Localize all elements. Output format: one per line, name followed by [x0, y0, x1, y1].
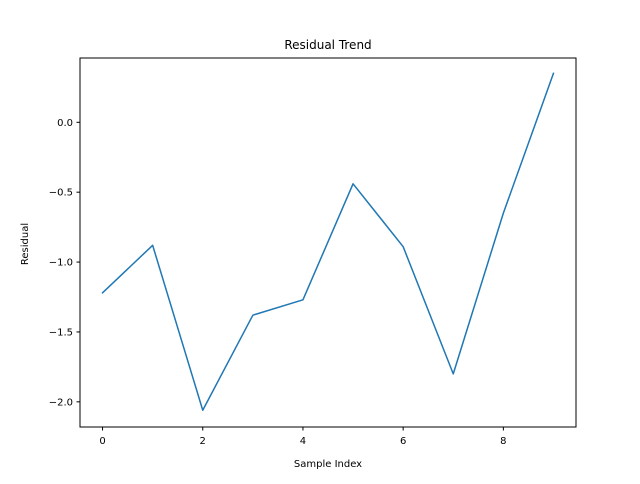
x-axis-label: Sample Index [294, 459, 362, 470]
chart-title: Residual Trend [284, 38, 371, 52]
y-tick-label: −1.0 [49, 258, 73, 269]
y-tick-label: −2.0 [49, 397, 73, 408]
plot-area [101, 72, 555, 411]
y-axis-label: Residual [20, 223, 31, 265]
y-tick-label: −1.5 [49, 327, 73, 338]
x-tick-label: 0 [99, 436, 105, 447]
y-tick-label: 0.0 [57, 118, 73, 129]
x-tick-label: 6 [400, 436, 406, 447]
y-tick-label: −0.5 [49, 188, 73, 199]
series-line [101, 72, 555, 411]
y-axis-ticks: −2.0 −1.5 −1.0 −0.5 0.0 [49, 118, 80, 408]
x-tick-label: 8 [500, 436, 506, 447]
x-tick-label: 2 [200, 436, 206, 447]
x-axis-ticks: 0 2 4 6 8 [99, 427, 507, 447]
x-tick-label: 4 [300, 436, 306, 447]
plot-frame [79, 57, 577, 428]
